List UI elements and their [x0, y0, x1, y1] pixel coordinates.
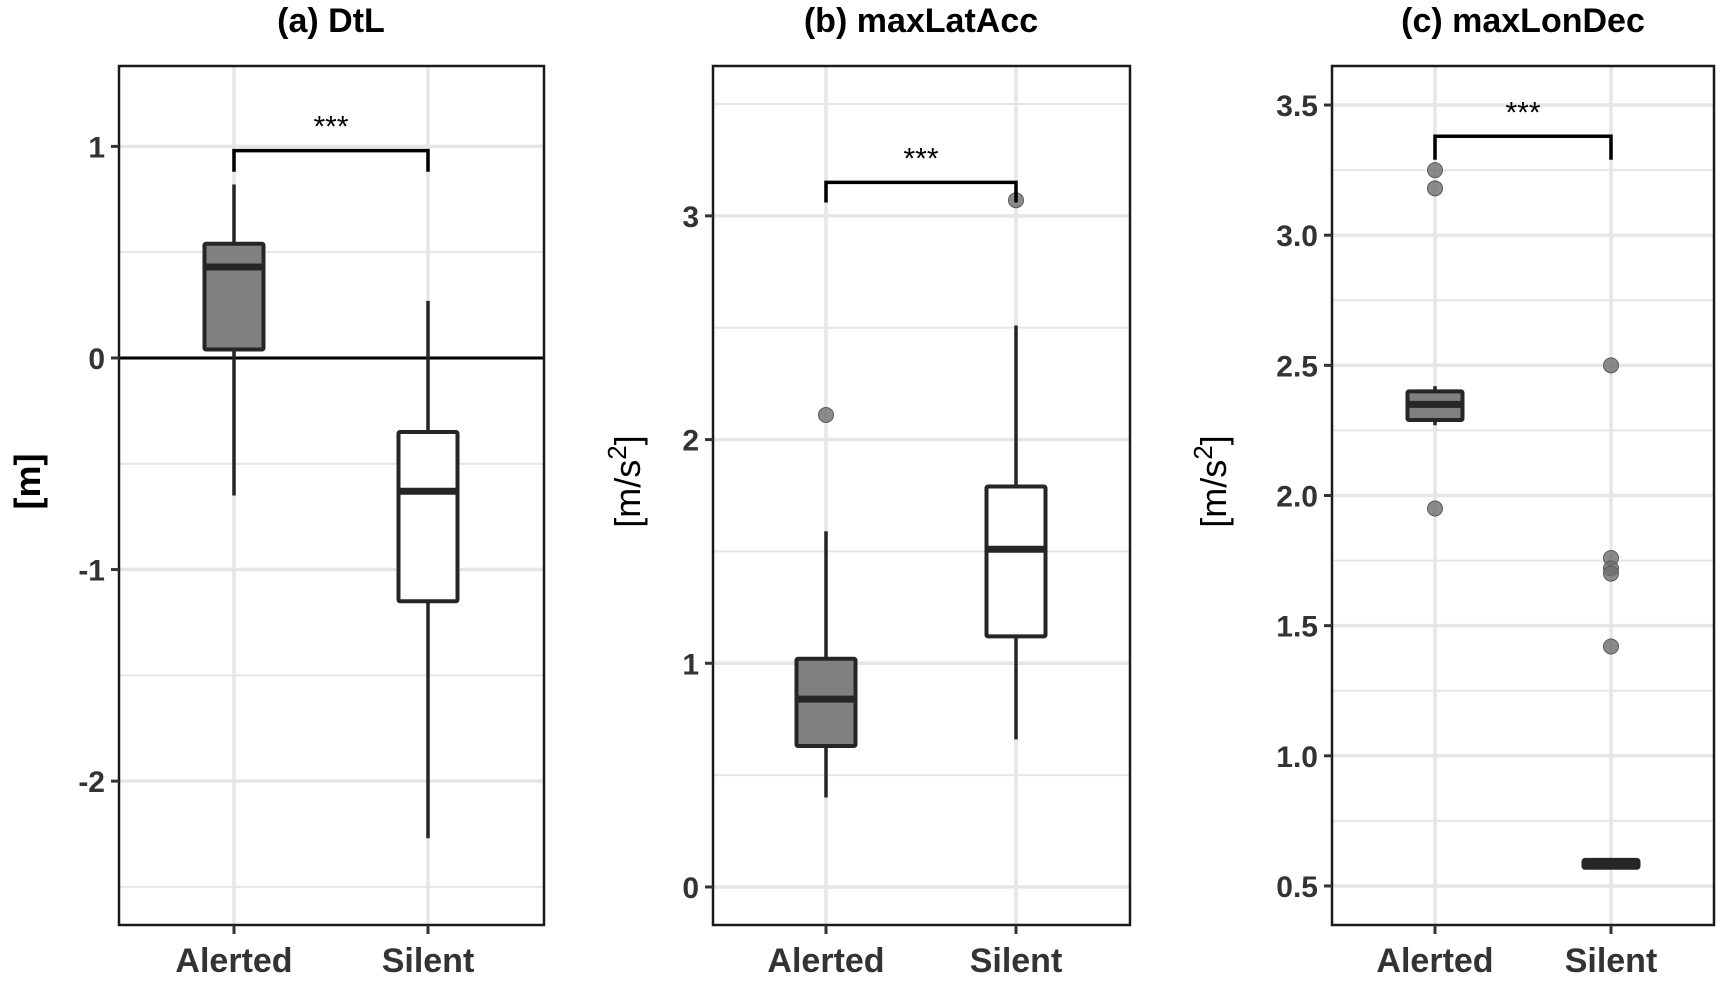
panel-title: (b) maxLatAcc — [804, 2, 1038, 40]
iqr-box — [202, 241, 266, 352]
y-tick-label: 3.0 — [1276, 220, 1318, 253]
y-axis-label-superscript: 2 — [602, 445, 632, 459]
box-alerted — [202, 184, 266, 496]
y-axis-label-unit: [m] — [7, 454, 48, 510]
x-category-label-silent: Silent — [970, 942, 1063, 980]
y-tick-label: 1 — [682, 648, 699, 681]
y-axis-label: [m/s2] — [1188, 435, 1234, 527]
outlier-point — [1427, 500, 1443, 517]
outlier-point — [1427, 162, 1443, 179]
y-axis-label-suffix: ] — [607, 435, 648, 445]
y-tick-label: 2.0 — [1276, 481, 1318, 514]
panel-title: (c) maxLonDec — [1401, 2, 1645, 40]
x-category-label-silent: Silent — [382, 942, 475, 980]
iqr-box — [984, 484, 1048, 639]
significance-bracket — [1433, 134, 1613, 160]
box-silent — [1581, 357, 1641, 870]
y-axis-label: [m] — [7, 454, 48, 510]
x-category-label-alerted: Alerted — [1376, 942, 1493, 980]
y-tick-label: 3 — [682, 201, 699, 234]
y-tick-label: 0.5 — [1276, 871, 1318, 904]
y-axis-label-superscript: 2 — [1188, 445, 1218, 459]
y-tick-label: -2 — [78, 766, 105, 799]
panel-title: (a) DtL — [277, 2, 385, 40]
y-tick-label: 0 — [88, 343, 105, 376]
y-tick-label: 2.5 — [1276, 350, 1318, 383]
plot-background — [119, 66, 544, 925]
y-tick-label: 1.5 — [1276, 611, 1318, 644]
outlier-point — [818, 406, 834, 423]
box-silent — [396, 300, 460, 839]
y-tick-label: -1 — [78, 555, 105, 588]
plot-background — [713, 66, 1130, 925]
box-alerted — [1405, 162, 1465, 517]
y-tick-label: 3.5 — [1276, 90, 1318, 123]
y-axis-label-unit: [m/s — [1193, 460, 1234, 528]
y-axis-label-suffix: ] — [1193, 435, 1234, 445]
y-tick-label: 0 — [682, 872, 699, 905]
x-category-label-alerted: Alerted — [767, 942, 884, 980]
outlier-point — [1603, 357, 1619, 374]
significance-label: *** — [903, 142, 938, 175]
significance-bracket — [824, 180, 1018, 203]
y-axis-label: [m/s2] — [602, 435, 648, 527]
panel-border — [117, 64, 546, 927]
panel-border — [711, 64, 1132, 927]
panel-c: *** 0.5 1.0 1.5 2.0 2.5 3.0 3.5 Alerted Silent (c)… — [1188, 2, 1716, 980]
outlier-point — [1603, 565, 1619, 582]
iqr-box — [396, 430, 460, 604]
outlier-point — [1427, 180, 1443, 197]
y-tick-label: 2 — [682, 425, 699, 458]
y-tick-label: 1.0 — [1276, 741, 1318, 774]
y-tick-label: 1 — [88, 131, 105, 164]
significance-label: *** — [1505, 96, 1540, 129]
panel-a: *** -2 -1 0 1 Alerted Silent (a) DtL [m] — [7, 2, 546, 980]
box-alerted — [794, 406, 858, 798]
significance-label: *** — [313, 111, 348, 144]
x-category-label-alerted: Alerted — [175, 942, 292, 980]
y-axis-label-unit: [m/s — [607, 460, 648, 528]
significance-bracket — [232, 148, 430, 172]
x-category-label-silent: Silent — [1565, 942, 1658, 980]
outlier-point — [1603, 638, 1619, 655]
box-silent — [984, 192, 1048, 740]
